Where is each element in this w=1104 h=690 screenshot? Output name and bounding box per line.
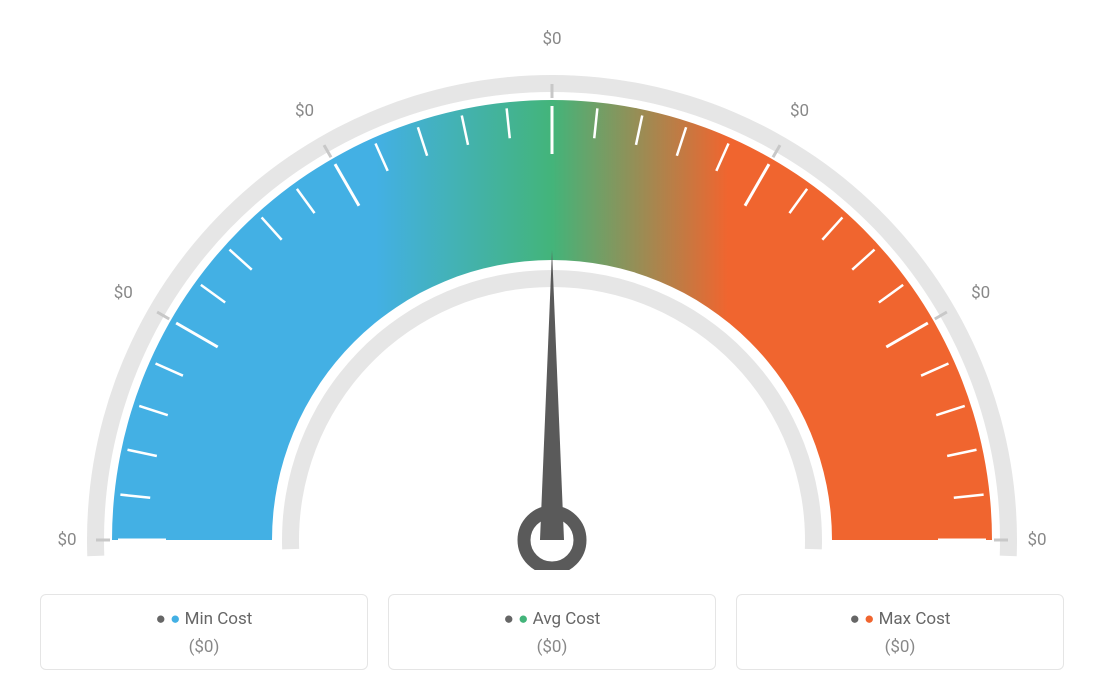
legend-avg: ● Avg Cost ($0): [388, 594, 716, 670]
legend-min-value: ($0): [51, 637, 357, 657]
gauge-tick-label: $0: [57, 530, 76, 550]
legend-max: ● Max Cost ($0): [736, 594, 1064, 670]
gauge-tick-label: $0: [971, 283, 990, 303]
gauge-tick-label: $0: [790, 101, 809, 121]
legend-avg-label: ● Avg Cost: [399, 609, 705, 629]
gauge-chart: $0 $0 $0 $0 $0 $0 $0: [0, 0, 1104, 570]
gauge-tick-label: $0: [114, 283, 133, 303]
cost-gauge-container: $0 $0 $0 $0 $0 $0 $0 ● Min Cost ($0) ● Avg Cos…: [0, 0, 1104, 690]
legend-avg-value: ($0): [399, 637, 705, 657]
gauge-tick-label: $0: [1027, 530, 1046, 550]
gauge-tick-label: $0: [295, 101, 314, 121]
legend-row: ● Min Cost ($0) ● Avg Cost ($0) ● Max Co…: [40, 594, 1064, 670]
legend-max-value: ($0): [747, 637, 1053, 657]
legend-min: ● Min Cost ($0): [40, 594, 368, 670]
gauge-tick-label: $0: [542, 29, 561, 49]
legend-min-label: ● Min Cost: [51, 609, 357, 629]
legend-max-label: ● Max Cost: [747, 609, 1053, 629]
